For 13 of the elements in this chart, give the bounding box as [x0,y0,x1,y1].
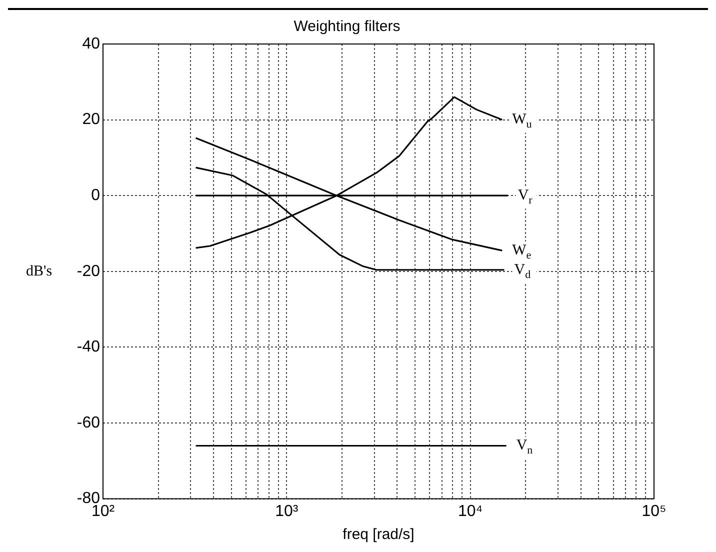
y-axis-title: dB's [26,263,52,280]
x-axis-title: freq [rad/s] [342,526,414,544]
x-tick-label: 10⁴ [458,502,483,520]
x-tick-label: 10² [91,502,116,520]
chart-title: Weighting filters [294,18,400,36]
y-tick-label: 40 [82,35,100,52]
y-tick-label: -40 [76,338,100,356]
y-tick-label: 0 [91,187,100,204]
x-tick-label: 10³ [275,502,299,520]
x-tick-label: 10⁵ [642,502,666,520]
y-tick-label: 20 [82,111,100,128]
y-tick-label: -60 [76,414,100,432]
y-tick-label: -20 [76,262,100,280]
